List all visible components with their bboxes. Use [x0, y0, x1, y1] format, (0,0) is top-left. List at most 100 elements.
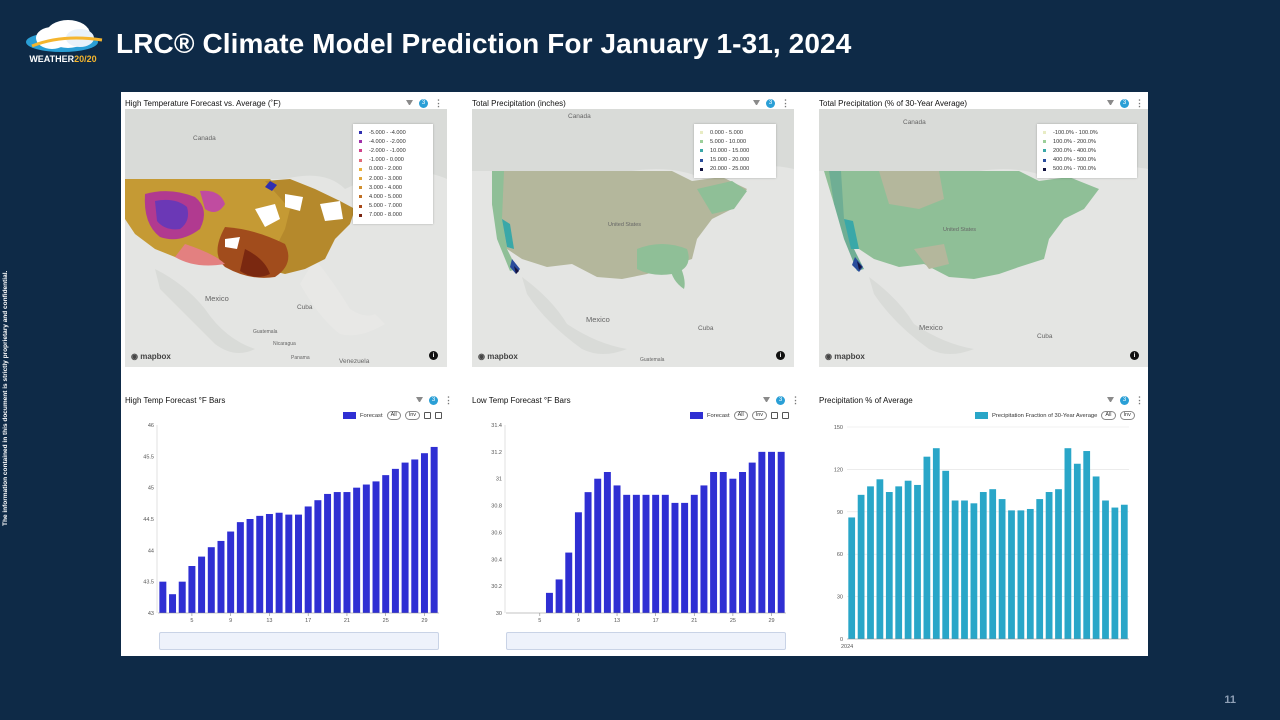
bar	[285, 514, 293, 613]
map-label-guatemala: Guatemala	[253, 329, 278, 335]
zoom-icon[interactable]	[424, 412, 432, 419]
map-label-us: United States	[943, 227, 977, 233]
precip-percent-map[interactable]: Canada United States Mexico Cuba -100.0%…	[819, 109, 1148, 367]
legend-item[interactable]: 5.000 - 10.000	[700, 137, 770, 146]
legend-label: 100.0% - 200.0%	[1053, 138, 1096, 145]
info-icon[interactable]: i	[429, 351, 438, 360]
y-tick-label: 31.4	[491, 423, 502, 429]
y-tick-label: 30.6	[491, 530, 502, 536]
high-temp-map-panel: High Temperature Forecast vs. Average (˚…	[121, 92, 447, 368]
bar	[876, 479, 884, 639]
filter-count-badge[interactable]: 3	[429, 395, 438, 405]
y-tick-label: 45.5	[143, 454, 154, 460]
legend-item[interactable]: -4.000 - -2.000	[359, 137, 427, 146]
more-options-icon[interactable]: ⋮	[444, 394, 453, 405]
x-tick-label: 5	[190, 618, 193, 624]
x-tick-label: 29	[768, 618, 774, 624]
more-options-icon[interactable]: ⋮	[1135, 394, 1144, 405]
more-options-icon[interactable]: ⋮	[434, 97, 443, 108]
bar	[603, 472, 611, 613]
legend-item[interactable]: 4.000 - 5.000	[359, 192, 427, 201]
legend-item[interactable]: 2.000 - 3.000	[359, 174, 427, 183]
low-temp-bar-chart: 30 30.2 30.4 30.6 30.8 31 31.2 31.4 5 9 13 17 21 25 29	[491, 423, 786, 624]
filter-count-badge[interactable]: 3	[776, 395, 785, 405]
chart-navigator-slider[interactable]	[159, 632, 439, 650]
legend-item[interactable]: -1.000 - 0.000	[359, 156, 427, 165]
more-options-icon[interactable]: ⋮	[1135, 97, 1144, 108]
legend-item[interactable]: 200.0% - 400.0%	[1043, 146, 1131, 155]
select-all-button[interactable]: All	[1101, 411, 1116, 420]
filter-icon[interactable]	[753, 100, 760, 106]
select-all-button[interactable]: All	[733, 411, 748, 420]
legend-item[interactable]: 10.000 - 15.000	[700, 146, 770, 155]
bar	[382, 475, 390, 613]
map-label-mexico: Mexico	[586, 315, 610, 324]
invert-button[interactable]: Inv	[1119, 411, 1135, 420]
y-tick-label: 30	[837, 595, 843, 601]
info-icon[interactable]: i	[776, 351, 785, 360]
legend-swatch	[359, 140, 362, 144]
filter-count-badge[interactable]: 3	[766, 98, 775, 108]
legend-label: 0.000 - 5.000	[710, 129, 743, 136]
mapbox-logo[interactable]: ◉ mapbox	[131, 352, 171, 361]
mapbox-logo[interactable]: ◉ mapbox	[478, 352, 518, 361]
legend-item[interactable]: 15.000 - 20.000	[700, 156, 770, 165]
x-tick-label: 25	[730, 618, 736, 624]
more-options-icon[interactable]: ⋮	[791, 394, 800, 405]
bar	[613, 485, 621, 613]
map-label-canada: Canada	[903, 119, 926, 126]
legend-item[interactable]: -2.000 - -1.000	[359, 146, 427, 155]
bar	[159, 581, 167, 613]
bar	[304, 506, 312, 613]
legend-item[interactable]: 0.000 - 5.000	[700, 128, 770, 137]
legend-label[interactable]: Precipitation Fraction of 30-Year Averag…	[992, 412, 1098, 419]
y-tick-label: 60	[837, 552, 843, 558]
filter-icon[interactable]	[406, 100, 413, 106]
bar	[333, 492, 341, 613]
bar	[236, 522, 244, 613]
reset-icon[interactable]	[782, 412, 790, 419]
legend-swatch	[1043, 158, 1046, 162]
filter-icon[interactable]	[1107, 100, 1114, 106]
legend-label[interactable]: Forecast	[707, 412, 730, 419]
legend-label[interactable]: Forecast	[360, 412, 383, 419]
chart-legend: Precipitation Fraction of 30-Year Averag…	[975, 411, 1135, 420]
invert-button[interactable]: Inv	[404, 411, 421, 420]
legend-item[interactable]: 7.000 - 8.000	[359, 211, 427, 220]
more-options-icon[interactable]: ⋮	[781, 97, 790, 108]
bar	[1017, 510, 1025, 639]
filter-icon[interactable]	[1107, 397, 1114, 403]
dashboard: High Temperature Forecast vs. Average (˚…	[121, 92, 1148, 656]
filter-count-badge[interactable]: 3	[1120, 395, 1129, 405]
info-icon[interactable]: i	[1130, 351, 1139, 360]
legend-swatch	[1043, 167, 1046, 171]
page-title: LRC® Climate Model Prediction For Januar…	[116, 28, 852, 59]
bar	[661, 494, 669, 613]
legend-item[interactable]: 20.000 - 25.000	[700, 165, 770, 174]
filter-icon[interactable]	[763, 397, 770, 403]
legend-item[interactable]: 500.0% - 700.0%	[1043, 165, 1131, 174]
high-temp-map[interactable]: Canada Mexico Cuba Guatemala Nicaragua P…	[125, 109, 447, 367]
select-all-button[interactable]: All	[386, 411, 401, 420]
zoom-icon[interactable]	[771, 412, 779, 419]
chart-navigator-slider[interactable]	[506, 632, 786, 650]
legend-item[interactable]: -5.000 - -4.000	[359, 128, 427, 137]
legend-item[interactable]: 400.0% - 500.0%	[1043, 156, 1131, 165]
bar	[857, 494, 865, 639]
high-temp-bar-chart: 43 43.5 44 44.5 45 45.5 46 5 9 13 17 21 25 29	[143, 423, 439, 624]
legend-item[interactable]: 0.000 - 2.000	[359, 165, 427, 174]
precip-inches-map[interactable]: Canada United States Mexico Cuba Guatema…	[472, 109, 794, 367]
mapbox-logo[interactable]: ◉ mapbox	[825, 352, 865, 361]
bar	[729, 478, 737, 613]
filter-icon[interactable]	[416, 397, 423, 403]
legend-item[interactable]: 100.0% - 200.0%	[1043, 137, 1131, 146]
bar	[555, 579, 563, 613]
legend-item[interactable]: -100.0% - 100.0%	[1043, 128, 1131, 137]
legend-item[interactable]: 3.000 - 4.000	[359, 183, 427, 192]
filter-count-badge[interactable]: 3	[1120, 98, 1129, 108]
map-label-mexico: Mexico	[205, 294, 229, 303]
reset-icon[interactable]	[435, 412, 443, 419]
legend-item[interactable]: 5.000 - 7.000	[359, 202, 427, 211]
invert-button[interactable]: Inv	[751, 411, 768, 420]
filter-count-badge[interactable]: 3	[419, 98, 428, 108]
